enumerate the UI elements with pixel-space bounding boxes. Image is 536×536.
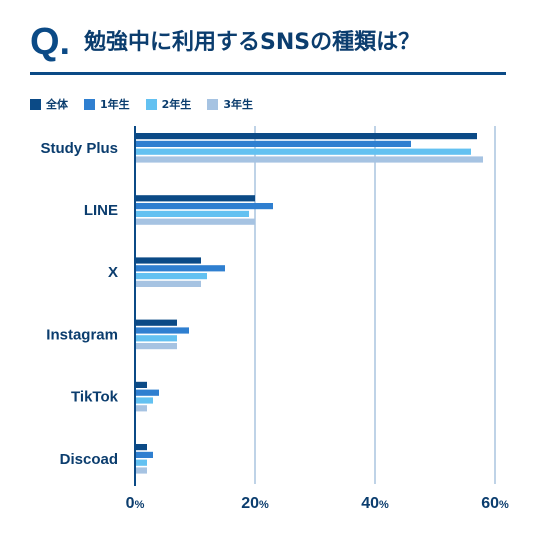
bar-x-2	[135, 265, 225, 272]
x-tick-unit-40: %	[379, 499, 389, 511]
legend-item-4: 3年生	[207, 96, 253, 112]
x-tick-unit-20: %	[259, 499, 269, 511]
question-mark-label: Q.	[30, 21, 71, 63]
x-tick-number-40: 40	[361, 495, 379, 512]
x-tick-label-60: 60%	[481, 495, 509, 512]
category-label-instagram: Instagram	[46, 326, 118, 343]
x-tick-label-40: 40%	[361, 495, 389, 512]
bar-discoad-3	[135, 459, 147, 466]
category-label-study-plus: Study Plus	[40, 140, 118, 157]
legend-swatch-4	[207, 98, 219, 110]
x-tick-label-20: 20%	[241, 495, 269, 512]
x-tick-unit-0: %	[135, 499, 145, 511]
category-label-line: LINE	[84, 202, 118, 219]
legend-swatch-2	[84, 98, 95, 110]
bar-tiktok-3	[135, 397, 153, 404]
x-tick-number-60: 60	[481, 495, 499, 512]
bar-study-plus-3	[135, 148, 471, 155]
legend-item-2: 1年生	[84, 96, 130, 112]
category-label-tiktok: TikTok	[71, 389, 119, 406]
legend: 全体 1年生 2年生 3年生	[30, 96, 253, 112]
bar-study-plus-4	[135, 156, 483, 163]
bar-instagram-4	[135, 343, 177, 350]
bar-tiktok-4	[135, 405, 147, 412]
bar-line-4	[135, 218, 255, 225]
legend-label-2: 1年生	[100, 98, 130, 111]
category-label-x: X	[108, 264, 118, 281]
x-tick-number-20: 20	[241, 495, 259, 512]
bar-x-4	[135, 280, 201, 287]
legend-label-1: 全体	[46, 98, 68, 111]
bar-discoad-4	[135, 467, 147, 474]
bar-instagram-3	[135, 335, 177, 342]
x-tick-label-0: 0%	[126, 495, 145, 512]
bar-study-plus-2	[135, 140, 411, 147]
bar-instagram-2	[135, 327, 189, 334]
legend-label-3: 2年生	[161, 98, 192, 111]
bar-line-2	[135, 203, 273, 210]
x-tick-number-0: 0	[126, 495, 135, 512]
bar-tiktok-2	[135, 389, 159, 396]
chart-title: Q. 勉強中に利用するSNSの種類は？	[30, 18, 510, 66]
bar-study-plus-1	[135, 133, 477, 140]
legend-item-1: 全体	[30, 96, 68, 112]
title-underline	[30, 72, 506, 75]
bar-instagram-1	[135, 319, 177, 326]
title-text: 勉強中に利用するSNSの種類は？	[84, 30, 421, 55]
legend-swatch-1	[30, 98, 41, 110]
bar-x-1	[135, 257, 201, 264]
legend-item-3: 2年生	[145, 96, 192, 112]
legend-swatch-3	[145, 98, 157, 110]
x-tick-unit-60: %	[499, 499, 509, 511]
bar-line-3	[135, 210, 249, 217]
legend-label-4: 3年生	[223, 98, 253, 111]
bar-discoad-2	[135, 451, 153, 458]
bar-x-3	[135, 273, 207, 280]
bar-line-1	[135, 195, 255, 202]
category-label-discoad: Discoad	[60, 451, 118, 468]
bar-tiktok-1	[135, 381, 147, 388]
bar-discoad-1	[135, 444, 147, 451]
